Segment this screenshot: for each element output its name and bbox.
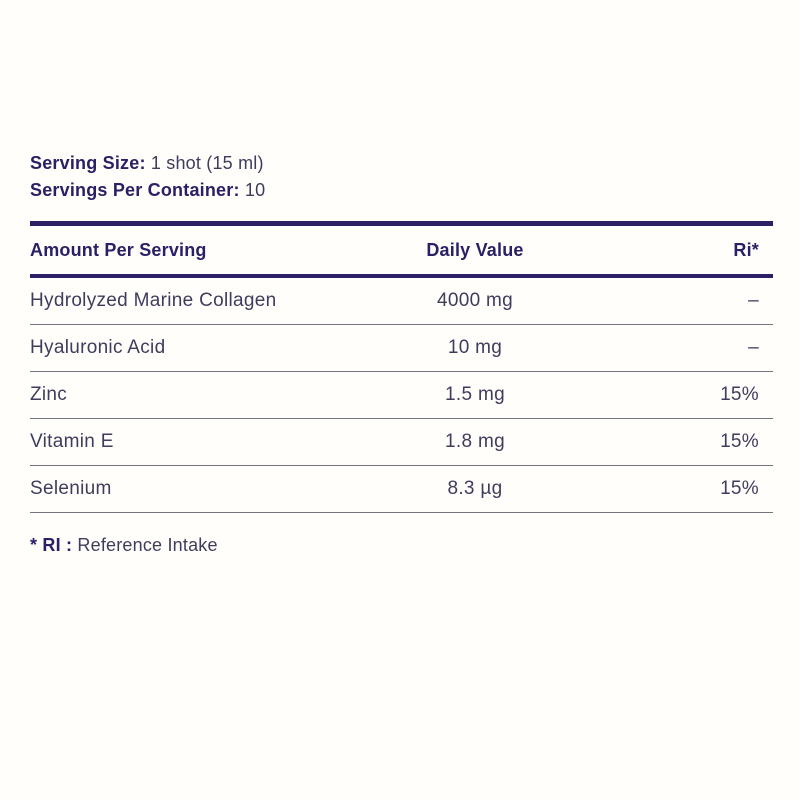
- servings-per-container-line: Servings Per Container: 10: [30, 177, 773, 204]
- ingredient-name: Hydrolyzed Marine Collagen: [30, 290, 277, 311]
- ingredient-ri: –: [748, 290, 759, 311]
- serving-size-line: Serving Size: 1 shot (15 ml): [30, 150, 773, 177]
- ingredient-name: Selenium: [30, 478, 112, 499]
- header-ri: Ri*: [733, 239, 759, 260]
- ingredient-amount: 10 mg: [447, 337, 503, 358]
- ingredient-ri: –: [748, 337, 759, 358]
- header-amount-per-serving: Amount Per Serving: [30, 239, 207, 260]
- ingredient-ri: 15%: [720, 431, 759, 452]
- serving-size-value: 1 shot (15 ml): [150, 153, 264, 173]
- table-row: Zinc 1.5 mg 15%: [30, 372, 773, 419]
- ingredient-ri: 15%: [720, 478, 759, 499]
- ingredient-amount: 8.3 µg: [447, 478, 503, 499]
- ingredient-amount: 1.8 mg: [445, 431, 505, 452]
- servings-per-container-value: 10: [244, 180, 266, 200]
- ingredient-name: Zinc: [30, 384, 68, 405]
- footnote-marker: * RI :: [30, 535, 73, 555]
- ingredient-amount: 4000 mg: [436, 290, 514, 311]
- table-row: Hydrolyzed Marine Collagen 4000 mg –: [30, 278, 773, 325]
- servings-per-container-label: Servings Per Container:: [30, 180, 240, 200]
- ingredient-amount: 1.5 mg: [445, 384, 505, 405]
- serving-size-label: Serving Size:: [30, 153, 146, 173]
- table-header-row: Amount Per Serving Daily Value Ri*: [30, 226, 773, 278]
- nutrition-table: Amount Per Serving Daily Value Ri* Hydro…: [30, 221, 773, 513]
- table-row: Hyaluronic Acid 10 mg –: [30, 325, 773, 372]
- ingredient-name: Hyaluronic Acid: [30, 337, 166, 358]
- footnote-text: Reference Intake: [77, 535, 218, 555]
- ingredient-ri: 15%: [720, 384, 759, 405]
- ingredient-name: Vitamin E: [30, 431, 114, 452]
- table-row: Vitamin E 1.8 mg 15%: [30, 419, 773, 466]
- serving-info: Serving Size: 1 shot (15 ml) Servings Pe…: [30, 150, 773, 204]
- table-row: Selenium 8.3 µg 15%: [30, 466, 773, 513]
- reference-intake-footnote: * RI : Reference Intake: [30, 535, 773, 556]
- header-daily-value: Daily Value: [426, 239, 524, 260]
- supplement-facts-label: Serving Size: 1 shot (15 ml) Servings Pe…: [30, 150, 773, 556]
